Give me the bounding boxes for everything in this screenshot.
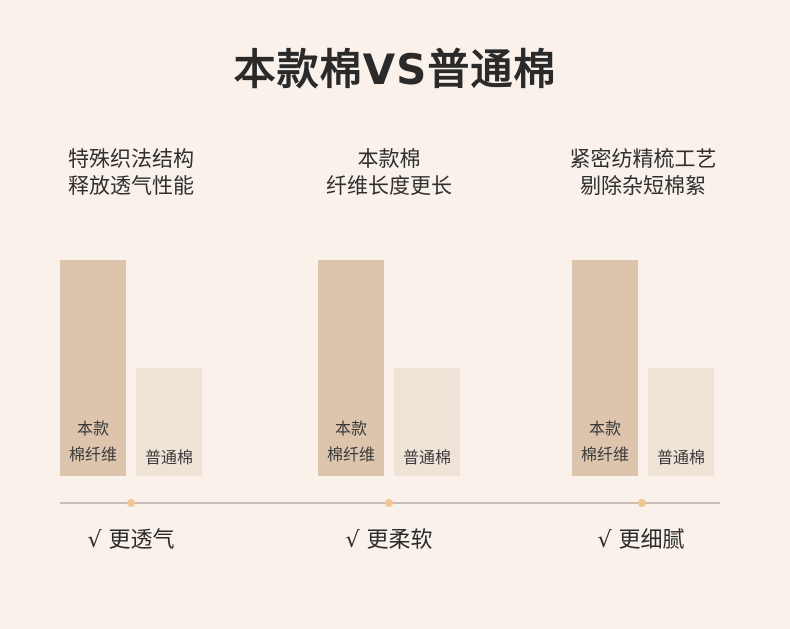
bar-label-this-cotton: 本款 棉纤维 bbox=[60, 416, 126, 468]
bar-label-line: 棉纤维 bbox=[580, 445, 629, 464]
axis-marker-dot bbox=[385, 499, 393, 507]
bar-label-this-cotton: 本款 棉纤维 bbox=[572, 416, 638, 468]
group-label-line: 释放透气性能 bbox=[68, 174, 194, 198]
group-label-soft: 本款棉 纤维长度更长 bbox=[269, 146, 509, 200]
bar-label-line: 普通棉 bbox=[144, 448, 193, 467]
bar-label-line: 本款 bbox=[76, 419, 109, 438]
bar-ordinary-cotton bbox=[648, 368, 714, 476]
bar-label-line: 本款 bbox=[588, 419, 621, 438]
benefit-breathable: √ 更透气 bbox=[87, 528, 175, 553]
benefit-fine: √ 更细腻 bbox=[597, 528, 685, 553]
group-label-line: 纤维长度更长 bbox=[326, 174, 452, 198]
group-label-line: 特殊织法结构 bbox=[68, 147, 194, 171]
bar-label-ordinary-cotton: 普通棉 bbox=[136, 445, 202, 471]
bar-label-line: 普通棉 bbox=[402, 448, 451, 467]
bar-ordinary-cotton bbox=[394, 368, 460, 476]
bar-label-ordinary-cotton: 普通棉 bbox=[394, 445, 460, 471]
axis-marker-dot bbox=[127, 499, 135, 507]
bar-this-cotton bbox=[60, 260, 126, 476]
bar-label-ordinary-cotton: 普通棉 bbox=[648, 445, 714, 471]
group-label-fine: 紧密纺精梳工艺 剔除杂短棉絮 bbox=[523, 146, 763, 200]
benefit-soft: √ 更柔软 bbox=[345, 528, 433, 553]
group-label-line: 剔除杂短棉絮 bbox=[580, 174, 706, 198]
bar-label-line: 棉纤维 bbox=[68, 445, 117, 464]
group-label-breathable: 特殊织法结构 释放透气性能 bbox=[11, 146, 251, 200]
bar-label-line: 普通棉 bbox=[656, 448, 705, 467]
bar-this-cotton bbox=[318, 260, 384, 476]
bar-this-cotton bbox=[572, 260, 638, 476]
axis-marker-dot bbox=[638, 499, 646, 507]
group-label-line: 本款棉 bbox=[357, 147, 421, 171]
page-title: 本款棉VS普通棉 bbox=[233, 45, 557, 94]
bar-ordinary-cotton bbox=[136, 368, 202, 476]
bar-label-line: 本款 bbox=[334, 419, 367, 438]
bar-label-this-cotton: 本款 棉纤维 bbox=[318, 416, 384, 468]
bar-label-line: 棉纤维 bbox=[326, 445, 375, 464]
group-label-line: 紧密纺精梳工艺 bbox=[569, 147, 717, 171]
